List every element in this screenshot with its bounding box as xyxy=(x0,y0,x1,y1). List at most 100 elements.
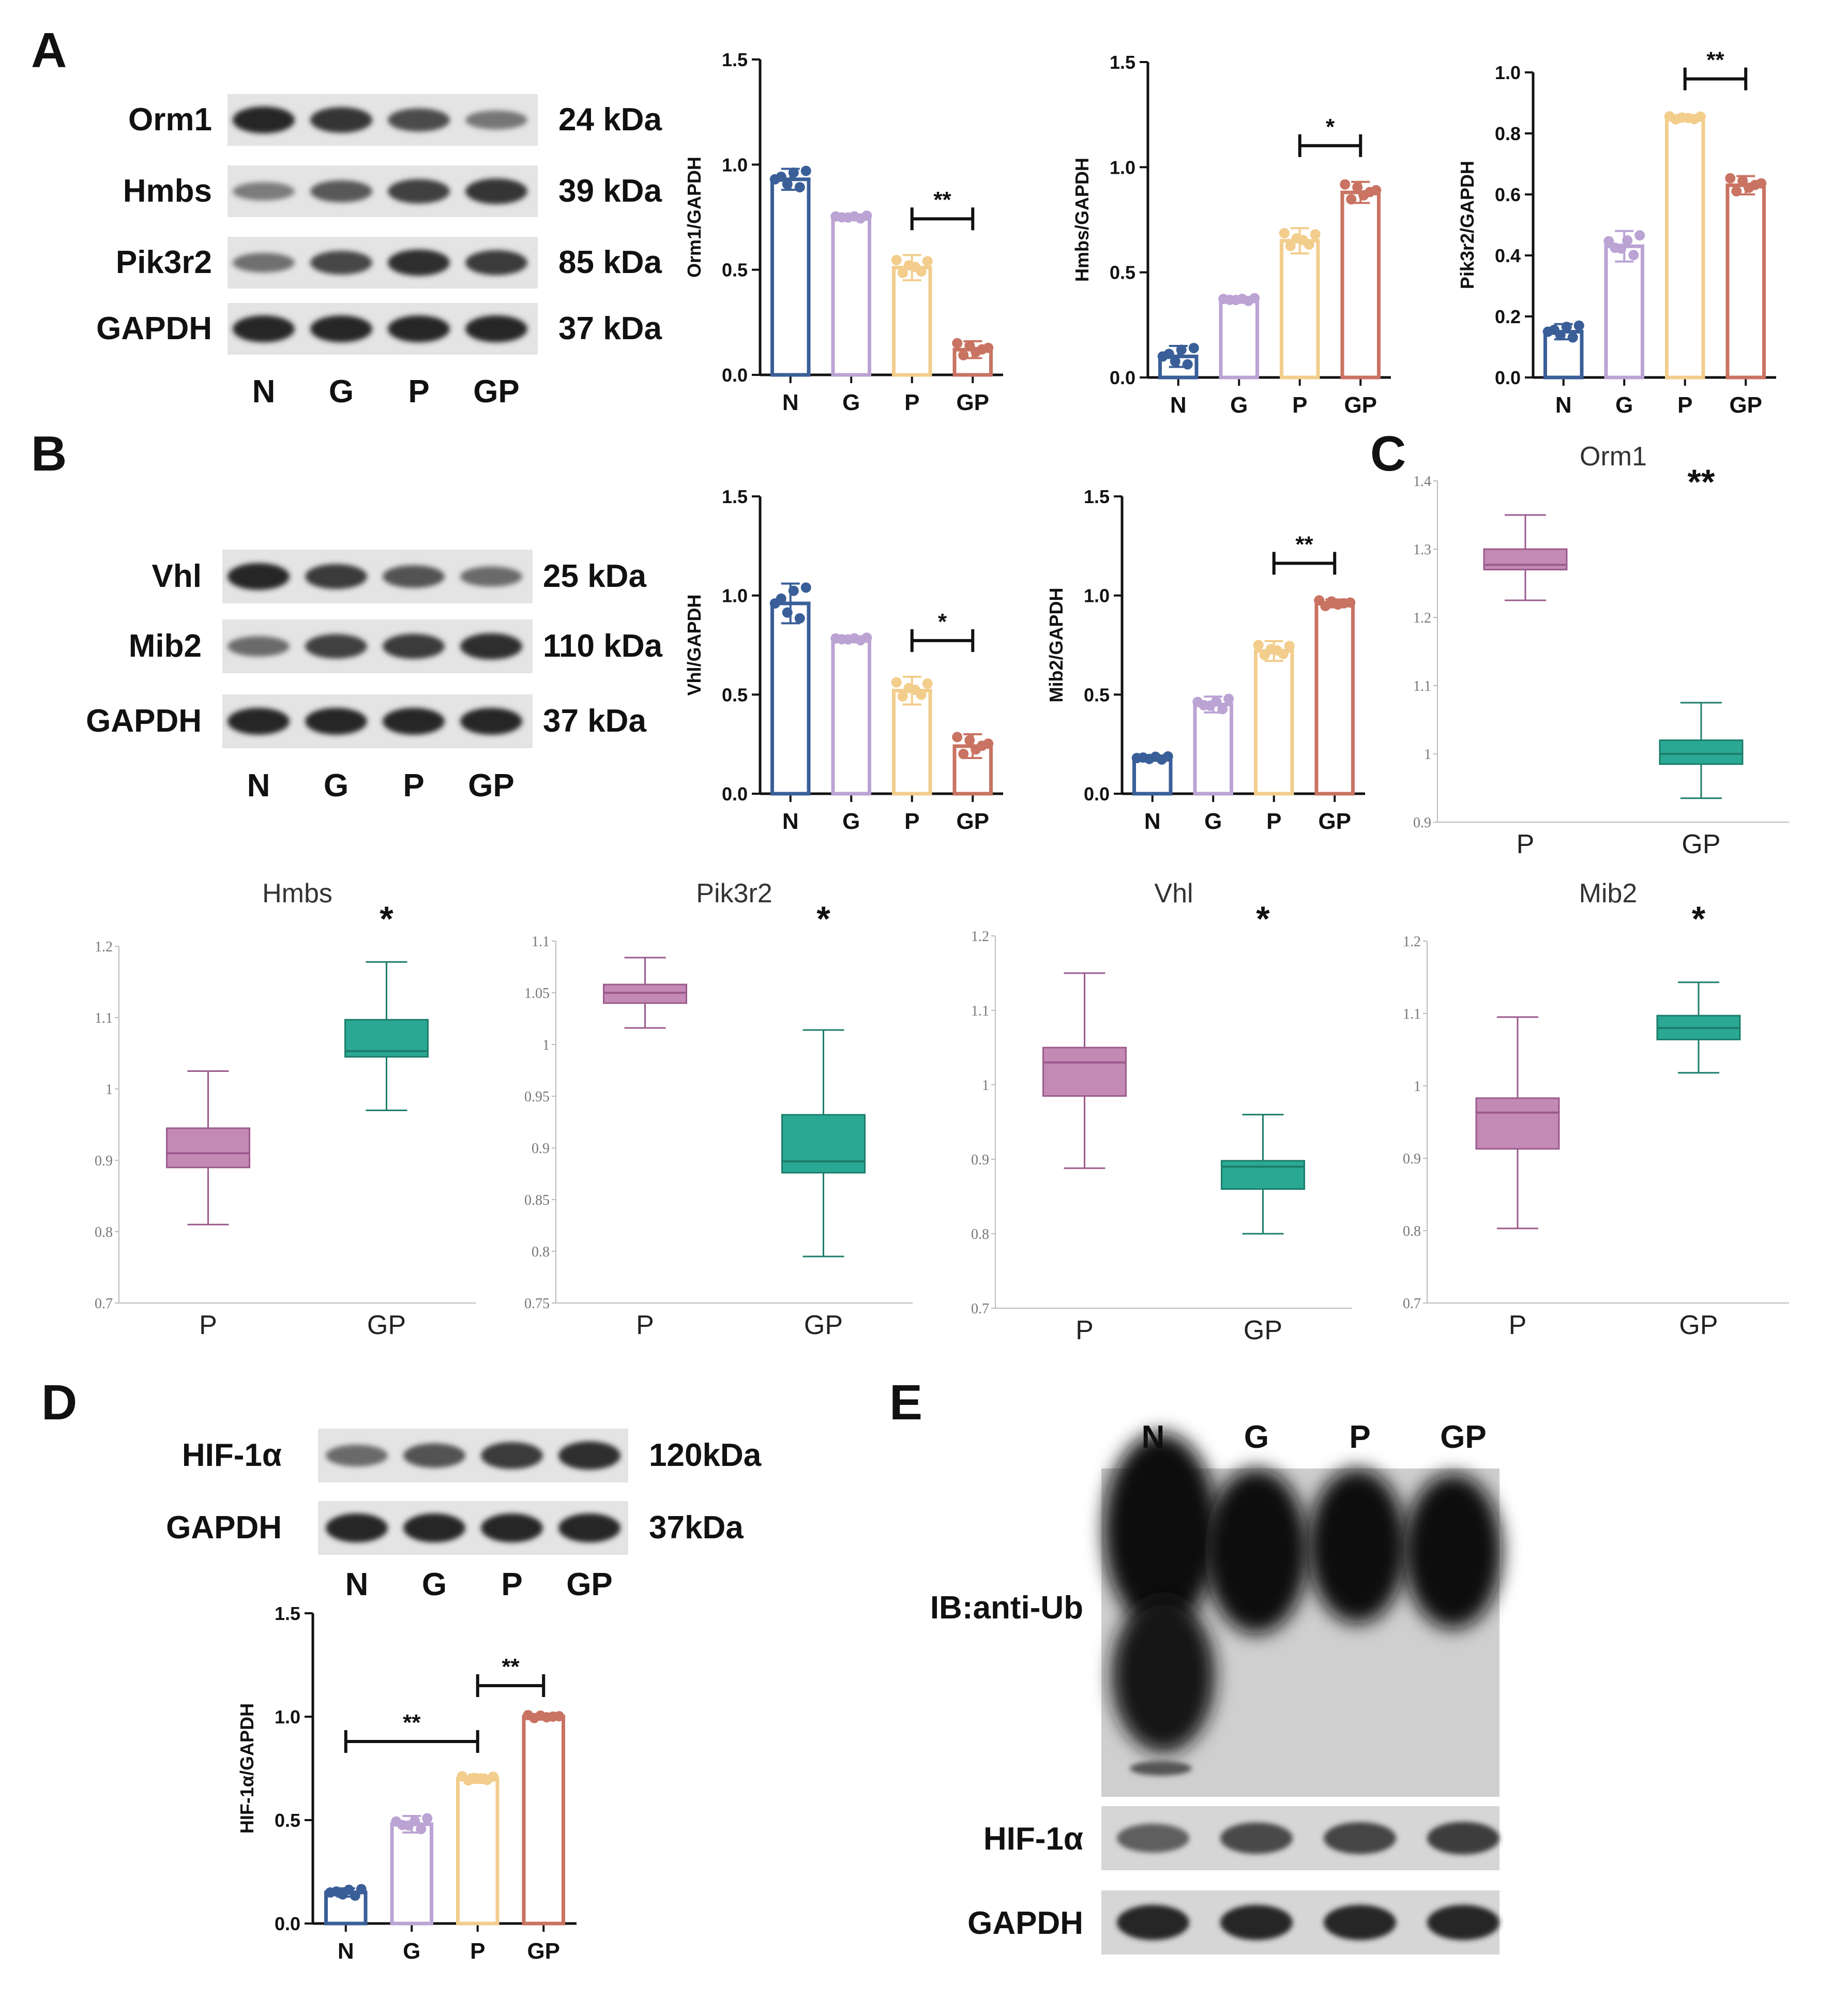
y-tick-label: 0.0 xyxy=(722,783,748,805)
box-p xyxy=(166,1127,250,1169)
data-point xyxy=(891,677,902,688)
box-plot-title: Pik3r2 xyxy=(696,879,772,908)
y-tick-label: 1.05 xyxy=(524,986,550,1002)
data-point xyxy=(1211,696,1222,707)
blot-band xyxy=(460,633,522,660)
data-point xyxy=(1223,693,1234,704)
blot-row-label: Vhl xyxy=(152,558,202,594)
category-label: P xyxy=(1677,392,1692,418)
y-tick-label: 1.1 xyxy=(971,1003,989,1019)
y-axis-label: Orm1/GAPDH xyxy=(684,157,705,278)
category-label: GP xyxy=(1244,1315,1282,1345)
y-tick-label: 1 xyxy=(1424,747,1431,763)
y-tick-label: 1.0 xyxy=(722,585,748,607)
data-point xyxy=(952,338,963,349)
blot-band xyxy=(310,315,372,342)
data-point xyxy=(1188,343,1199,354)
y-tick-label: 1.0 xyxy=(1084,585,1110,607)
y-tick-label: 1.1 xyxy=(532,934,550,950)
data-point xyxy=(922,256,933,267)
blot-band xyxy=(233,182,295,201)
data-point xyxy=(1695,111,1706,122)
category-label: GP xyxy=(1318,809,1351,834)
bar-g xyxy=(390,1822,433,1926)
blot-band xyxy=(305,564,367,589)
box-gp xyxy=(781,1114,866,1174)
y-tick-label: 1.0 xyxy=(275,1706,300,1728)
y-tick-label: 1.2 xyxy=(1413,610,1431,626)
blot-band xyxy=(465,250,527,276)
category-label: GP xyxy=(527,1939,560,1964)
ub-smear xyxy=(1104,1432,1218,1629)
data-point xyxy=(1346,194,1357,205)
y-tick-label: 0.7 xyxy=(95,1296,113,1312)
blot-band xyxy=(465,315,527,342)
data-point xyxy=(1176,344,1187,355)
data-point xyxy=(1561,322,1572,332)
y-tick-label: 1 xyxy=(1414,1079,1421,1095)
category-label: N xyxy=(338,1939,354,1964)
box-plot-title: Hmbs xyxy=(262,879,332,908)
y-tick-label: 0.9 xyxy=(532,1141,550,1157)
data-point xyxy=(1278,648,1289,659)
bar-p xyxy=(892,689,932,796)
data-point xyxy=(1249,293,1260,304)
bar-p xyxy=(1280,239,1320,380)
bar-p xyxy=(892,266,932,377)
bar-g xyxy=(1193,703,1233,796)
blot-band xyxy=(403,1443,465,1468)
blot-band xyxy=(1324,1822,1396,1854)
y-tick-label: 1.0 xyxy=(1110,157,1135,178)
significance-label: ** xyxy=(502,1654,520,1679)
y-tick-label: 0.95 xyxy=(524,1089,550,1105)
category-label: GP xyxy=(1679,1310,1718,1340)
blot-lane-label: N xyxy=(247,768,270,804)
blot-kda-label: 120kDa xyxy=(649,1437,762,1473)
data-point xyxy=(1616,243,1627,254)
y-tick-label: 0.5 xyxy=(722,684,748,705)
y-tick-label: 0.9 xyxy=(95,1153,113,1169)
blot-kda-label: 37kDa xyxy=(649,1510,744,1546)
significance-label: ** xyxy=(933,187,951,213)
category-label: N xyxy=(782,390,799,415)
bar-n xyxy=(770,177,811,377)
bar-g xyxy=(831,215,871,377)
data-point xyxy=(1182,359,1193,370)
y-tick-label: 1.5 xyxy=(1084,486,1110,507)
data-point xyxy=(1756,178,1767,189)
y-tick-label: 0.5 xyxy=(1110,262,1135,283)
blot-band xyxy=(383,565,445,588)
data-point xyxy=(1310,229,1321,240)
data-point xyxy=(897,691,908,702)
y-tick-label: 1.1 xyxy=(1413,678,1431,694)
blot-lane-label: G xyxy=(324,768,349,804)
bar-p xyxy=(456,1777,499,1926)
data-point xyxy=(1284,641,1295,652)
ub-smear xyxy=(1404,1474,1502,1629)
data-point xyxy=(1162,751,1173,762)
data-point xyxy=(1170,356,1180,367)
data-point xyxy=(776,171,786,182)
y-tick-label: 0.2 xyxy=(1495,306,1521,327)
blot-band xyxy=(1117,1824,1189,1853)
blot-band xyxy=(1220,1822,1293,1854)
blot-band xyxy=(465,110,527,130)
category-label: GP xyxy=(1344,392,1377,418)
blot-kda-label: 39 kDa xyxy=(558,173,662,209)
category-label: N xyxy=(782,809,799,834)
y-tick-label: 1.5 xyxy=(275,1603,300,1624)
bar-g xyxy=(831,637,871,796)
category-label: P xyxy=(1266,809,1281,834)
category-label: G xyxy=(1204,809,1222,834)
blot-lane-label: P xyxy=(408,374,429,410)
category-label: N xyxy=(1170,392,1187,418)
y-axis-label: Vhl/GAPDH xyxy=(684,594,705,695)
blot-lane-label: G xyxy=(422,1567,447,1602)
blot-band xyxy=(1324,1905,1396,1940)
blot-kda-label: 25 kDa xyxy=(543,558,646,594)
blot-row-label: Pik3r2 xyxy=(116,245,212,280)
data-point xyxy=(800,165,811,176)
category-label: P xyxy=(199,1310,217,1340)
